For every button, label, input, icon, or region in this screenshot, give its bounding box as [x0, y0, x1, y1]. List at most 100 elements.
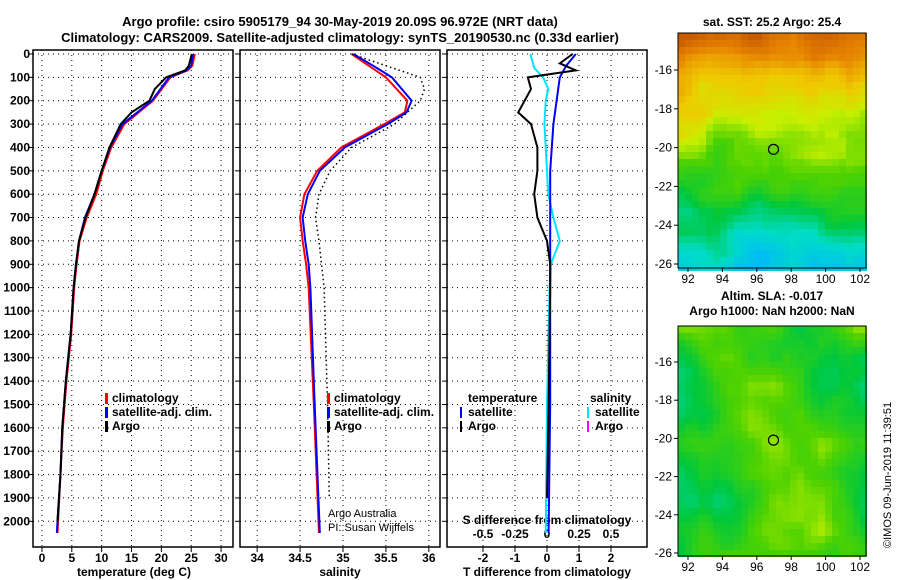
- map-cell: [811, 354, 818, 361]
- map-cell: [776, 68, 783, 75]
- map-cell: [804, 347, 811, 354]
- map-cell: [811, 417, 818, 424]
- map-cell: [853, 543, 860, 550]
- map-cell: [853, 54, 860, 61]
- map-cell: [818, 403, 825, 410]
- map-cell: [776, 222, 783, 229]
- map-cell: [846, 61, 853, 68]
- map-cell: [769, 96, 776, 103]
- map-cell: [853, 208, 860, 215]
- map-cell: [734, 417, 741, 424]
- map-cell: [741, 361, 748, 368]
- map-cell: [706, 347, 713, 354]
- map-cell: [825, 208, 832, 215]
- map-cell: [832, 103, 839, 110]
- map-cell: [825, 61, 832, 68]
- map-cell: [832, 159, 839, 166]
- map-cell: [839, 424, 846, 431]
- map-cell: [727, 501, 734, 508]
- map-cell: [825, 96, 832, 103]
- map-cell: [804, 522, 811, 529]
- map-cell: [825, 375, 832, 382]
- map-cell: [804, 173, 811, 180]
- map-cell: [818, 354, 825, 361]
- map-cell: [790, 389, 797, 396]
- map-cell: [839, 361, 846, 368]
- map-cell: [825, 438, 832, 445]
- map-cell: [734, 326, 741, 333]
- legend-label: satellite-adj. clim.: [334, 405, 434, 419]
- legend-swatch: [460, 407, 462, 418]
- map-cell: [832, 424, 839, 431]
- map-cell: [727, 222, 734, 229]
- map-cell: [804, 333, 811, 340]
- map-cell: [699, 40, 706, 47]
- map-cell: [678, 438, 685, 445]
- map-cell: [685, 152, 692, 159]
- map-cell: [804, 110, 811, 117]
- map-cell: [685, 68, 692, 75]
- map-cell: [853, 82, 860, 89]
- map-cell: [769, 201, 776, 208]
- map-cell: [769, 487, 776, 494]
- map-cell: [769, 89, 776, 96]
- map-cell: [678, 201, 685, 208]
- map-cell: [797, 494, 804, 501]
- map-cell: [678, 187, 685, 194]
- map-cell: [699, 103, 706, 110]
- map-cell: [734, 459, 741, 466]
- s-diff-tick-label: 0.5: [603, 527, 620, 541]
- x-tick-label: 30: [214, 551, 228, 565]
- y-tick-label: 1600: [3, 421, 30, 435]
- map-cell: [713, 82, 720, 89]
- map-cell: [692, 145, 699, 152]
- map-cell: [790, 431, 797, 438]
- map-cell: [720, 257, 727, 264]
- map-x-tick-label: 94: [716, 560, 730, 574]
- map-cell: [860, 96, 867, 103]
- map-cell: [853, 354, 860, 361]
- map-cell: [797, 396, 804, 403]
- map-cell: [678, 243, 685, 250]
- map-cell: [692, 131, 699, 138]
- map-cell: [825, 417, 832, 424]
- map-cell: [762, 194, 769, 201]
- map-cell: [797, 340, 804, 347]
- map-cell: [748, 466, 755, 473]
- map-cell: [860, 229, 867, 236]
- map-cell: [713, 180, 720, 187]
- map-cell: [748, 68, 755, 75]
- map-cell: [706, 438, 713, 445]
- map-cell: [783, 403, 790, 410]
- map-cell: [818, 110, 825, 117]
- y-tick-label: 400: [10, 140, 30, 154]
- map-cell: [706, 543, 713, 550]
- map-cell: [811, 459, 818, 466]
- map-cell: [741, 515, 748, 522]
- map-cell: [699, 494, 706, 501]
- y-tick-label: 100: [10, 70, 30, 84]
- map-cell: [706, 187, 713, 194]
- map-cell: [741, 117, 748, 124]
- map-cell: [755, 459, 762, 466]
- map-cell: [776, 145, 783, 152]
- map-cell: [825, 326, 832, 333]
- map-cell: [860, 152, 867, 159]
- series-satellite-adj-clim-: [55, 53, 194, 534]
- map-y-tick-label: -16: [655, 63, 673, 77]
- map-cell: [762, 145, 769, 152]
- map-cell: [755, 222, 762, 229]
- map-cell: [755, 110, 762, 117]
- map-cell: [825, 515, 832, 522]
- map-cell: [741, 215, 748, 222]
- map-cell: [720, 389, 727, 396]
- map-cell: [853, 494, 860, 501]
- map-cell: [776, 257, 783, 264]
- map-cell: [727, 208, 734, 215]
- map-cell: [769, 410, 776, 417]
- map-cell: [832, 96, 839, 103]
- map-cell: [741, 417, 748, 424]
- map-cell: [755, 75, 762, 82]
- series-temperature-Argo: [516, 53, 580, 498]
- map-cell: [685, 340, 692, 347]
